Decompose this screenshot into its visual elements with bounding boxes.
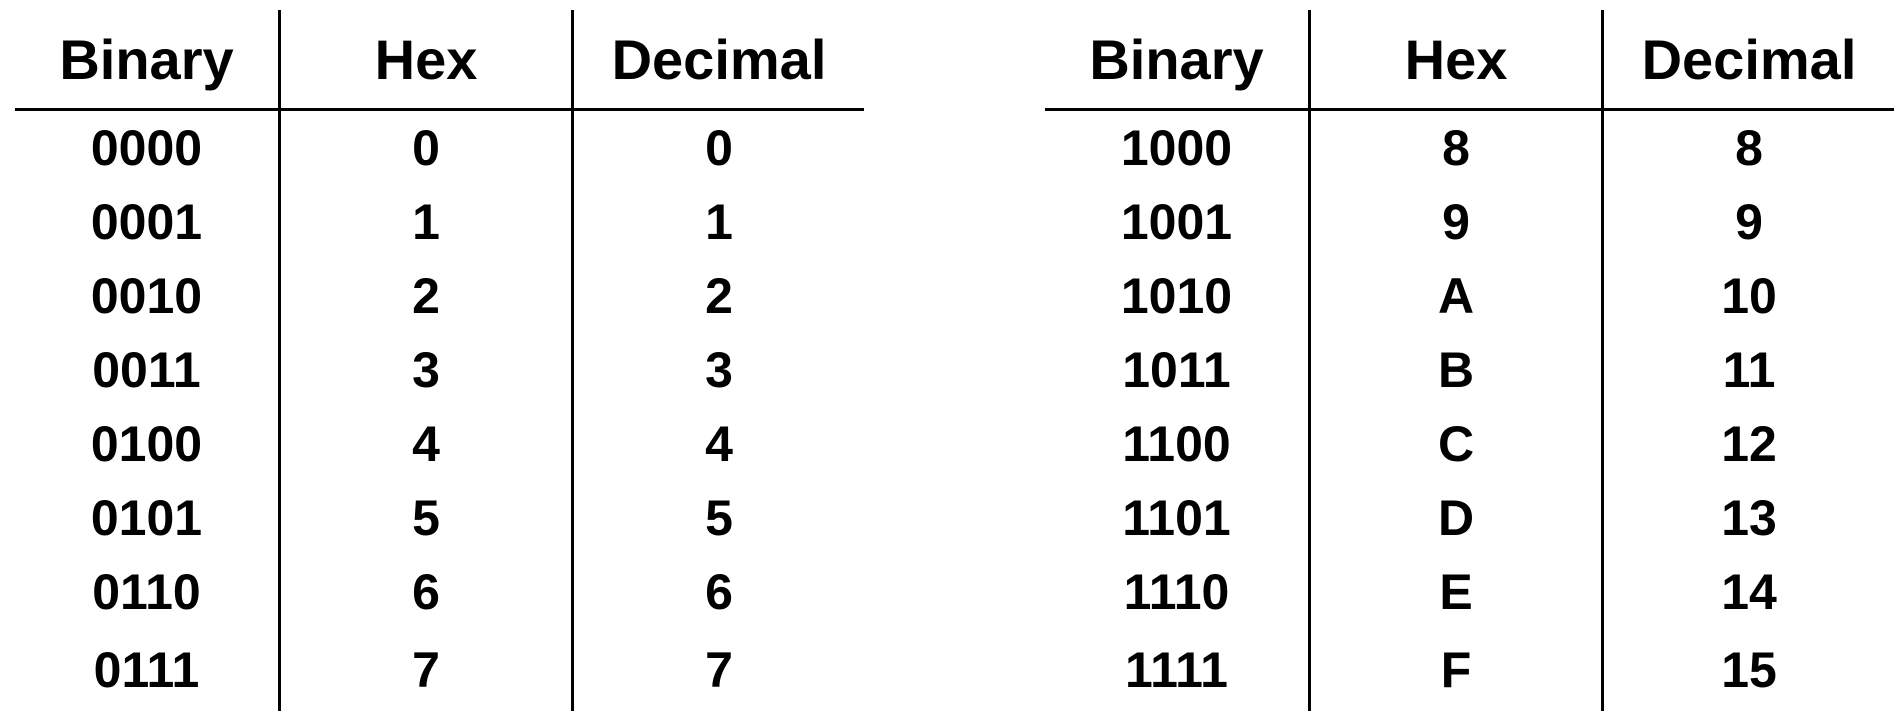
cell-binary: 0110	[15, 555, 280, 629]
cell-binary: 0010	[15, 259, 280, 333]
cell-binary: 1001	[1045, 185, 1310, 259]
header-decimal: Decimal	[1603, 10, 1895, 110]
cell-hex: 8	[1310, 110, 1603, 186]
table-row: 0011 3 3	[15, 333, 864, 407]
cell-decimal: 14	[1603, 555, 1895, 629]
cell-hex: 7	[280, 629, 573, 711]
header-decimal: Decimal	[573, 10, 865, 110]
cell-binary: 0011	[15, 333, 280, 407]
cell-binary: 1010	[1045, 259, 1310, 333]
header-hex: Hex	[1310, 10, 1603, 110]
table-row: 1101 D 13	[1045, 481, 1894, 555]
cell-decimal: 9	[1603, 185, 1895, 259]
table-row: 0111 7 7	[15, 629, 864, 711]
cell-decimal: 4	[573, 407, 865, 481]
header-row: Binary Hex Decimal	[1045, 10, 1894, 110]
cell-hex: A	[1310, 259, 1603, 333]
cell-binary: 0101	[15, 481, 280, 555]
table-row: 1100 C 12	[1045, 407, 1894, 481]
cell-decimal: 5	[573, 481, 865, 555]
cell-decimal: 10	[1603, 259, 1895, 333]
table-row: 0000 0 0	[15, 110, 864, 186]
cell-binary: 0111	[15, 629, 280, 711]
table-body: 0000 0 0 0001 1 1 0010 2 2 0011 3 3 0100…	[15, 110, 864, 712]
cell-hex: 5	[280, 481, 573, 555]
table-row: 0001 1 1	[15, 185, 864, 259]
header-hex: Hex	[280, 10, 573, 110]
table-row: 1011 B 11	[1045, 333, 1894, 407]
table-row: 0101 5 5	[15, 481, 864, 555]
cell-binary: 1111	[1045, 629, 1310, 711]
cell-decimal: 8	[1603, 110, 1895, 186]
cell-hex: E	[1310, 555, 1603, 629]
table-row: 1111 F 15	[1045, 629, 1894, 711]
cell-binary: 1101	[1045, 481, 1310, 555]
cell-decimal: 12	[1603, 407, 1895, 481]
cell-binary: 0001	[15, 185, 280, 259]
table-body: 1000 8 8 1001 9 9 1010 A 10 1011 B 11 11…	[1045, 110, 1894, 712]
table-row: 0010 2 2	[15, 259, 864, 333]
cell-binary: 1011	[1045, 333, 1310, 407]
cell-decimal: 13	[1603, 481, 1895, 555]
table-row: 0110 6 6	[15, 555, 864, 629]
table-row: 1001 9 9	[1045, 185, 1894, 259]
cell-hex: 9	[1310, 185, 1603, 259]
cell-hex: C	[1310, 407, 1603, 481]
cell-hex: F	[1310, 629, 1603, 711]
conversion-table-right: Binary Hex Decimal 1000 8 8 1001 9 9 101…	[1045, 10, 1894, 711]
table-header: Binary Hex Decimal	[1045, 10, 1894, 110]
cell-decimal: 11	[1603, 333, 1895, 407]
table-header: Binary Hex Decimal	[15, 10, 864, 110]
cell-hex: 6	[280, 555, 573, 629]
cell-hex: D	[1310, 481, 1603, 555]
cell-hex: 4	[280, 407, 573, 481]
table-row: 0100 4 4	[15, 407, 864, 481]
header-binary: Binary	[1045, 10, 1310, 110]
cell-decimal: 15	[1603, 629, 1895, 711]
conversion-table-left: Binary Hex Decimal 0000 0 0 0001 1 1 001…	[15, 10, 864, 711]
cell-decimal: 6	[573, 555, 865, 629]
header-row: Binary Hex Decimal	[15, 10, 864, 110]
cell-binary: 1100	[1045, 407, 1310, 481]
cell-decimal: 3	[573, 333, 865, 407]
cell-hex: 0	[280, 110, 573, 186]
table-row: 1010 A 10	[1045, 259, 1894, 333]
header-binary: Binary	[15, 10, 280, 110]
cell-decimal: 0	[573, 110, 865, 186]
cell-decimal: 2	[573, 259, 865, 333]
cell-hex: B	[1310, 333, 1603, 407]
cell-hex: 1	[280, 185, 573, 259]
cell-binary: 1000	[1045, 110, 1310, 186]
cell-decimal: 7	[573, 629, 865, 711]
cell-binary: 1110	[1045, 555, 1310, 629]
table-row: 1110 E 14	[1045, 555, 1894, 629]
cell-binary: 0000	[15, 110, 280, 186]
cell-hex: 3	[280, 333, 573, 407]
table-row: 1000 8 8	[1045, 110, 1894, 186]
cell-decimal: 1	[573, 185, 865, 259]
cell-binary: 0100	[15, 407, 280, 481]
cell-hex: 2	[280, 259, 573, 333]
